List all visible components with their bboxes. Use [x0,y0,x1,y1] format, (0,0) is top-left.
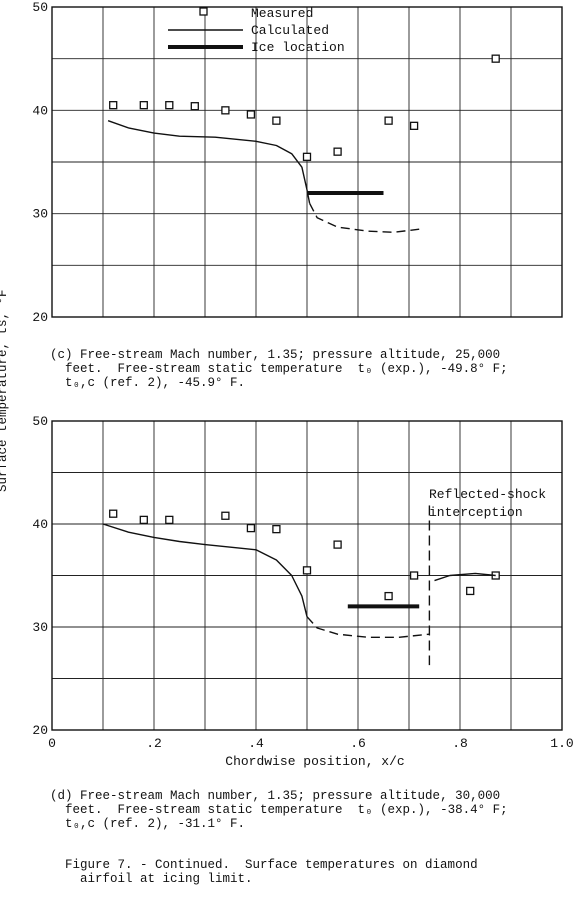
caption-d-line3: t₀,c (ref. 2), -31.1° F. [50,817,246,831]
panel-c-legend-measured-marker [199,7,208,16]
panel-d-x-tick-label: .4 [248,736,264,751]
panel-c-frame [51,6,563,318]
panel-d-measured-point [272,525,281,534]
panel-d-measured-point [466,586,475,596]
panel-c-legend-entry: Ice location [251,40,345,55]
panel-d-measured-point [302,566,312,575]
panel-c-measured-point [302,152,312,161]
panel-d-y-tick-label: 40 [32,517,48,532]
panel-d-frame [51,420,563,731]
panel-d-annotation-line: interception [429,505,523,520]
panel-c-measured-point [221,106,230,115]
panel-c-measured-point [333,147,342,156]
panel-c-measured-point [246,110,256,119]
panel-c-measured-point [384,116,393,125]
panel-c-y-tick-label: 50 [32,0,48,15]
panel-d-calculated-line [102,523,308,617]
panel-d-measured-point [109,509,118,518]
panel-c-y-tick-label: 30 [32,207,48,222]
panel-d-measured-point [165,515,174,525]
caption-d-line1: (d) Free-stream Mach number, 1.35; press… [50,789,501,803]
panel-d-measured-point [139,515,148,525]
panel-d-measured-point [409,571,419,580]
panel-d-x-tick-label: .8 [452,736,468,751]
panel-c-measured-point [409,121,419,130]
panel-d-x-tick-label: 0 [48,736,56,751]
panel-c-measured-point [109,101,118,110]
panel-c-calculated-line [107,120,311,204]
panel-d-measured-point [333,540,342,549]
figure-caption-line2: airfoil at icing limit. [65,872,253,886]
panel-c-measured-point [165,101,174,110]
panel-d-measured-point [246,523,256,533]
panel-c-y-tick-label: 20 [32,310,48,325]
panel-d-calculated-dashed-line [306,616,430,638]
panel-c-measured-point [190,102,199,111]
panel-c-legend-entry: Calculated [251,23,329,38]
panel-d-y-tick-label: 20 [32,723,48,738]
panel-c-measured-point [139,101,148,110]
panel-d-measured-point [221,511,230,520]
panel-c-measured-point [272,116,281,125]
panel-d-x-tick-label: .6 [350,736,366,751]
panel-c-legend-entry: Measured [251,6,313,21]
caption-c-line1: (c) Free-stream Mach number, 1.35; press… [50,348,501,362]
panel-c-calculated-dashed-line [308,202,420,233]
panel-d-x-axis-label: Chordwise position, x/c [225,754,404,769]
panel-c-y-tick-label: 40 [32,103,48,118]
caption-c-line2: feet. Free-stream static temperature t₀ … [50,362,508,376]
panel-d-measured-point [384,591,393,601]
caption-c-line3: t₀,c (ref. 2), -45.9° F. [50,376,246,390]
y-axis-label: Surface temperature, ts, °F [0,289,10,492]
caption-d-line2: feet. Free-stream static temperature t₀ … [50,803,508,817]
panel-d-y-tick-label: 50 [32,414,48,429]
panel-d-x-tick-label: 1.0 [550,736,573,751]
panel-d-annotation-line: Reflected-shock [429,487,546,502]
figure-caption-line1: Figure 7. - Continued. Surface temperatu… [65,858,478,872]
panel-d-y-tick-label: 30 [32,620,48,635]
panel-d-x-tick-label: .2 [146,736,162,751]
panel-c-measured-point [491,54,500,63]
panel-d-calculated-line [434,572,496,582]
